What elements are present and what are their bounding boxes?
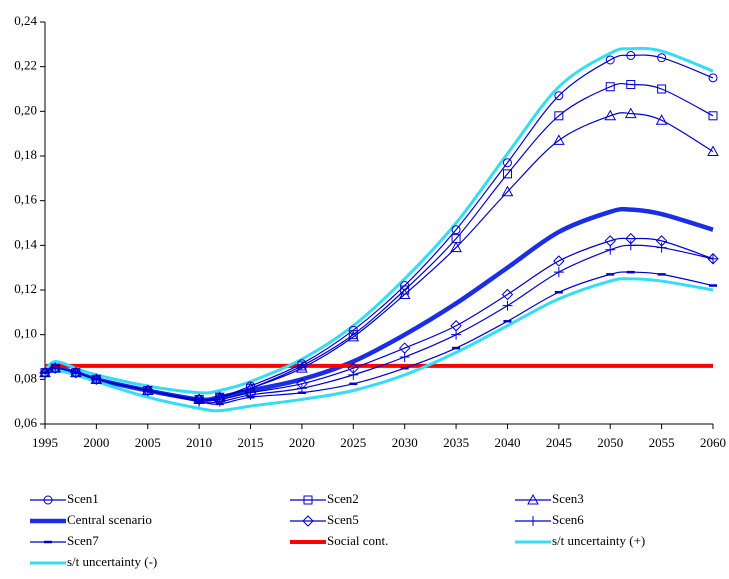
marker (451, 225, 461, 235)
marker (553, 255, 565, 267)
x-tick-label: 2055 (649, 435, 675, 450)
x-tick-label: 2015 (238, 435, 264, 450)
marker (347, 330, 360, 342)
x-tick-label: 2060 (700, 435, 726, 450)
y-tick-label: 0,14 (14, 236, 37, 251)
series-line (44, 244, 714, 404)
legend-label: Social cont. (327, 533, 388, 548)
x-tick-label: 2005 (135, 435, 161, 450)
marker (399, 352, 410, 362)
marker (554, 111, 564, 121)
marker (450, 241, 462, 253)
series (44, 277, 714, 413)
y-tick-label: 0,24 (14, 13, 37, 28)
x-tick-label: 2050 (597, 435, 623, 450)
x-tick-label: 2040 (494, 435, 520, 450)
marker (49, 362, 61, 374)
legend-entry: Scen5 (290, 512, 359, 527)
legend-label: Scen3 (552, 491, 584, 506)
marker (296, 362, 308, 373)
marker (398, 288, 411, 299)
series-line (44, 112, 714, 401)
x-tick-label: 1995 (32, 435, 58, 450)
marker (502, 300, 513, 311)
marker (605, 82, 615, 92)
marker (43, 495, 53, 505)
series-line (44, 277, 714, 413)
marker (657, 53, 667, 63)
y-tick-label: 0,18 (14, 147, 37, 162)
x-tick-label: 2025 (340, 435, 366, 450)
legend-label: s/t uncertainty (-) (67, 554, 157, 569)
y-tick-label: 0,06 (14, 415, 37, 430)
legend-entry: s/t uncertainty (-) (30, 554, 157, 569)
marker (708, 111, 718, 121)
x-tick-label: 2010 (186, 435, 212, 450)
marker (708, 73, 718, 83)
x-tick-label: 2035 (443, 435, 469, 450)
series (40, 240, 718, 407)
legend-entry: Scen3 (515, 491, 584, 506)
marker (657, 84, 667, 94)
legend-label: Scen1 (67, 491, 99, 506)
legend-entry: Scen1 (30, 491, 99, 506)
marker (502, 158, 512, 168)
marker (707, 145, 719, 157)
marker (552, 134, 565, 145)
marker (527, 493, 539, 505)
legend-label: Scen6 (552, 512, 584, 527)
legend-label: Central scenario (67, 512, 152, 527)
y-tick-label: 0,12 (14, 281, 37, 296)
marker (451, 329, 462, 340)
marker (708, 253, 718, 264)
marker (501, 288, 514, 301)
marker (655, 114, 668, 125)
y-tick-label: 0,16 (14, 192, 37, 207)
series (39, 232, 719, 406)
marker (528, 516, 538, 526)
legend-entry: s/t uncertainty (+) (515, 533, 645, 548)
marker (502, 169, 512, 179)
x-tick-label: 2000 (83, 435, 109, 450)
marker (348, 369, 359, 380)
series-line (44, 82, 714, 401)
legend-entry: Scen2 (290, 491, 359, 506)
marker (554, 91, 564, 101)
marker (624, 107, 637, 119)
legend-label: Scen2 (327, 491, 359, 506)
legend-entry: Scen7 (30, 533, 99, 548)
marker (302, 515, 314, 527)
legend-entry: Social cont. (290, 533, 388, 548)
marker (605, 55, 615, 65)
y-tick-label: 0,10 (14, 326, 37, 341)
legend-label: s/t uncertainty (+) (552, 533, 645, 548)
marker (626, 51, 636, 60)
marker (605, 244, 616, 255)
legend-label: Scen7 (67, 533, 99, 548)
x-tick-label: 2020 (289, 435, 315, 450)
marker (501, 185, 514, 197)
marker (656, 242, 667, 253)
series (39, 107, 719, 404)
series (41, 270, 717, 406)
legend-label: Scen5 (327, 512, 359, 527)
x-tick-label: 2045 (546, 435, 572, 450)
series-line (43, 46, 714, 395)
legend-entry: Scen6 (515, 512, 584, 527)
marker (604, 109, 617, 121)
legend-entry: Central scenario (30, 512, 152, 527)
marker (625, 240, 636, 251)
x-tick-label: 2030 (392, 435, 418, 450)
series (43, 46, 714, 395)
marker (553, 267, 564, 278)
y-tick-label: 0,22 (14, 58, 37, 73)
marker (626, 80, 636, 90)
marker (303, 495, 313, 505)
series (40, 80, 718, 404)
y-tick-label: 0,20 (14, 102, 37, 117)
y-tick-label: 0,08 (14, 370, 37, 385)
